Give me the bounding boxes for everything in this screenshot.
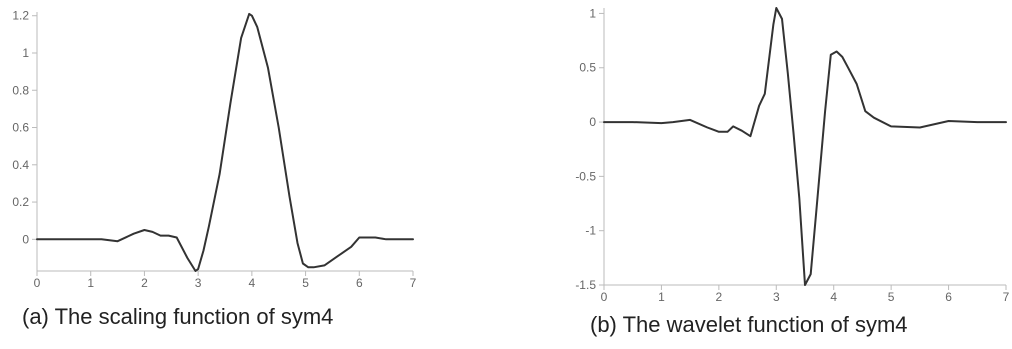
x-tick-label: 6 [356, 276, 363, 290]
x-tick-label: 2 [141, 276, 148, 290]
x-tick-label: 0 [34, 276, 41, 290]
x-tick-label: 5 [302, 276, 309, 290]
chart-a-caption: (a) The scaling function of sym4 [22, 304, 334, 329]
y-tick-label: 1 [589, 6, 596, 20]
x-tick-label: 7 [1003, 290, 1010, 304]
chart-a-plot: 0 1 2 3 4 5 6 7 0 0.2 0.4 0.6 0.8 1 1.2 [12, 9, 417, 290]
chart-b-panel: 0 1 2 3 4 5 6 7 -1.5 -1 -0.5 0 0.5 1 (b) The wavelet … [520, 0, 1012, 349]
x-tick-label: 0 [601, 290, 608, 304]
chart-b-caption: (b) The wavelet function of sym4 [590, 312, 908, 337]
y-tick-label: 0 [589, 115, 596, 129]
x-tick-label: 1 [87, 276, 94, 290]
y-tick-label: -0.5 [575, 169, 596, 183]
x-tick-label: 3 [773, 290, 780, 304]
y-tick-label: 0.4 [12, 158, 29, 172]
y-tick-label: 1 [22, 46, 29, 60]
chart-b-plot: 0 1 2 3 4 5 6 7 -1.5 -1 -0.5 0 0.5 1 [575, 6, 1010, 304]
series-line [36, 12, 414, 272]
y-tick-label: 1.2 [12, 9, 29, 23]
y-tick-label: 0.8 [12, 83, 29, 97]
x-tick-label: 3 [195, 276, 202, 290]
x-tick-label: 7 [410, 276, 417, 290]
x-tick-label: 6 [945, 290, 952, 304]
y-tick-label: -1.5 [575, 278, 596, 292]
y-tick-label: 0.2 [12, 195, 29, 209]
y-tick-label: 0 [22, 232, 29, 246]
chart-a-panel: 0 1 2 3 4 5 6 7 0 0.2 0.4 0.6 0.8 1 1.2 (a) The scalin… [0, 0, 480, 349]
x-tick-label: 2 [716, 290, 723, 304]
x-tick-label: 5 [888, 290, 895, 304]
y-tick-label: 0.5 [579, 61, 596, 75]
y-tick-label: 0.6 [12, 121, 29, 135]
series-line [603, 7, 1007, 286]
x-tick-label: 4 [249, 276, 256, 290]
x-tick-label: 4 [830, 290, 837, 304]
x-tick-label: 1 [658, 290, 665, 304]
y-tick-label: -1 [585, 224, 596, 238]
